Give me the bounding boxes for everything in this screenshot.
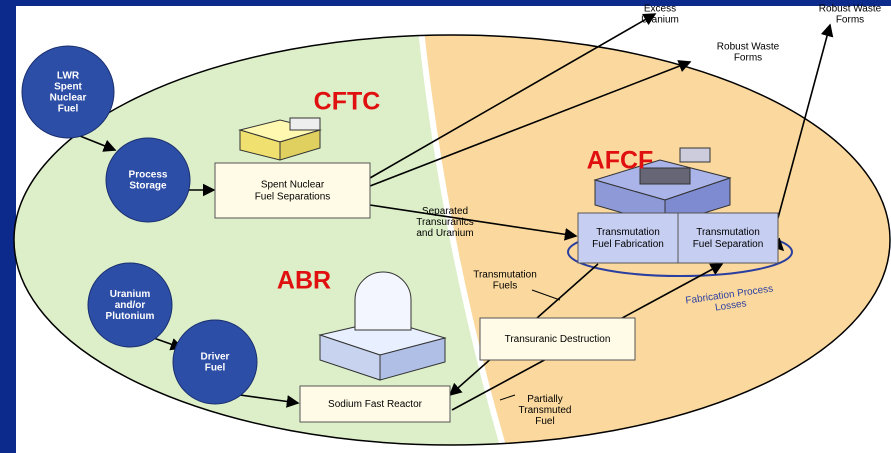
node-label-line: Fuel Separation (693, 239, 764, 250)
node-label: Sodium Fast Reactor (328, 399, 423, 410)
node-label-line: Spent (54, 81, 82, 92)
node-label-line: Sodium Fast Reactor (328, 399, 423, 410)
node-label-line: Driver (201, 351, 230, 362)
node-label-line: Nuclear (50, 92, 87, 103)
edge-label-line: Transmuted (519, 405, 572, 416)
edge-label-line: Transmutation (473, 269, 537, 280)
edge-label-line: Fuels (493, 280, 517, 291)
node-label-line: Process (129, 169, 168, 180)
node-label: Transuranic Destruction (505, 334, 611, 345)
node-label-line: Fuel Fabrication (592, 239, 664, 250)
output-label-line: Forms (836, 14, 864, 25)
node-label-line: Fuel Separations (255, 191, 331, 202)
output-label-line: Uranium (641, 14, 679, 25)
region-label: CFTC (314, 88, 381, 116)
node-label-line: LWR (57, 70, 80, 81)
output-label-line: Robust Waste (717, 41, 780, 52)
region-label: AFCF (587, 147, 654, 175)
edge-label-line: Separated (422, 206, 468, 217)
output-label-line: Forms (734, 52, 762, 63)
node-label-line: Plutonium (106, 311, 155, 322)
node-label-line: Fuel (205, 362, 226, 373)
node-label-line: Uranium (110, 289, 151, 300)
output-label-line: Robust Waste (819, 3, 882, 14)
region-label: ABR (277, 267, 331, 295)
node-label-line: Spent Nuclear (261, 179, 325, 190)
node-label-line: Fuel (58, 103, 79, 114)
diagram: CFTCAFCFABRLWRSpentNuclearFuelProcessSto… (0, 0, 891, 453)
node-label-line: Transuranic Destruction (505, 334, 611, 345)
node-label-line: Storage (129, 180, 167, 191)
node-label-line: and/or (115, 300, 146, 311)
node-label-line: Transmutation (696, 227, 760, 238)
edge-label-line: and Uranium (416, 228, 473, 239)
edge-label-line: Partially (527, 394, 563, 405)
node-label-line: Transmutation (596, 227, 660, 238)
output-label-line: Excess (644, 3, 676, 14)
edge-label-line: Fuel (535, 416, 554, 427)
edge-label-line: Transuranics (416, 217, 473, 228)
